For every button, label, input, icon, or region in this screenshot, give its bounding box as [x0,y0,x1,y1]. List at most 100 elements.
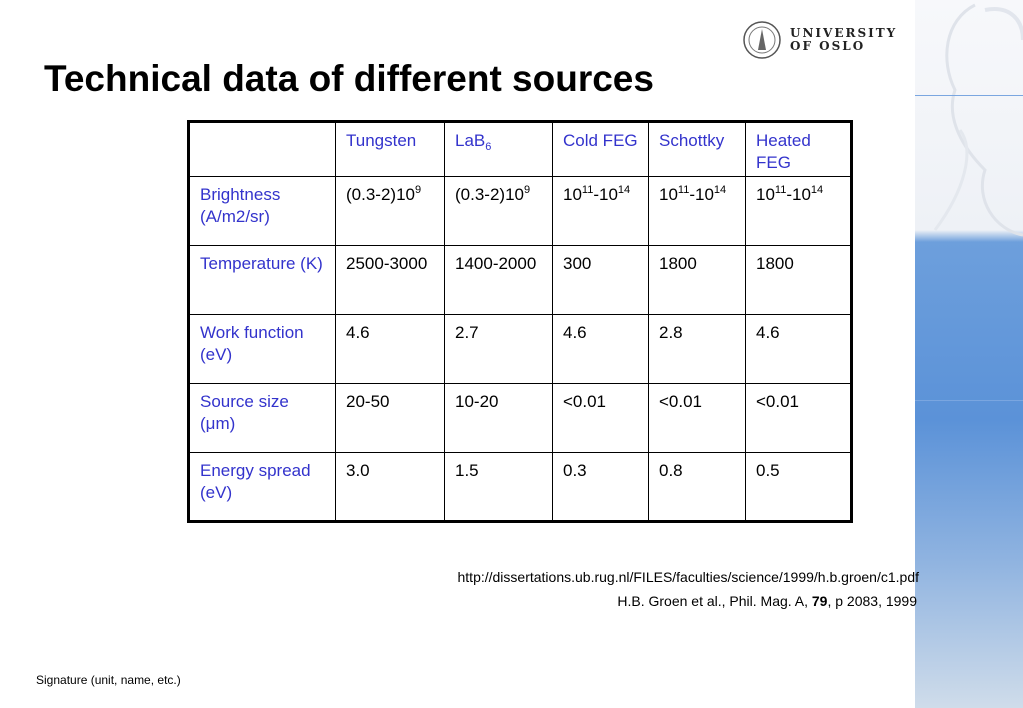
column-header: Tungsten [335,121,445,177]
cell-text: 1800 [659,254,697,273]
cell-text: 20-50 [346,392,390,411]
decorative-side-panel [915,0,1023,708]
table-cell: <0.01 [552,383,649,453]
cell-text: -10 [689,185,714,204]
table-cell: 2500-3000 [335,245,445,315]
table-cell: <0.01 [745,383,852,453]
cell-text: 1400-2000 [455,254,537,273]
cell-text: 2.8 [659,323,683,342]
table-cell: <0.01 [648,383,746,453]
cell-text: <0.01 [659,392,703,411]
table-cell: 0.5 [745,452,852,522]
cell-text: 10 [563,185,582,204]
row-header: Source size (μm) [188,383,336,453]
table-cell: 0.8 [648,452,746,522]
cell-text: 1800 [756,254,794,273]
page-title: Technical data of different sources [44,58,654,99]
cell-text: (0.3-2)10 [455,185,524,204]
sup-text: 11 [581,184,594,196]
table-cell: 2.8 [648,314,746,384]
column-header: Cold FEG [552,121,649,177]
table-cell: 1400-2000 [444,245,553,315]
cell-text: 10 [756,185,775,204]
table-header-row: Tungsten LaB6 Cold FEG Schottky Heated FEG [188,121,852,177]
sup-text: 14 [713,184,727,196]
cell-text: 3.0 [346,461,370,480]
sources-table: Tungsten LaB6 Cold FEG Schottky Heated FEG Br… [187,120,853,523]
table-cell: 1800 [745,245,852,315]
row-header: Temperature (K) [188,245,336,315]
table-cell: 1011-1014 [648,176,746,246]
table-row: Brightness (A/m2/sr) (0.3-2)109 (0.3-2)109… [188,176,852,246]
university-seal-icon [743,21,781,59]
cell-text: 0.5 [756,461,780,480]
cell-text: 2500-3000 [346,254,428,273]
logo-line-1: UNIVERSITY [790,26,898,40]
cell-text: LaB [455,131,486,150]
table-cell: 1.5 [444,452,553,522]
sup-text: 14 [810,184,824,196]
table-cell: 20-50 [335,383,445,453]
table-cell: 4.6 [552,314,649,384]
table-row: Temperature (K) 2500-3000 1400-2000 300 1800… [188,245,852,315]
cell-text: 1.5 [455,461,479,480]
reference-citation: H.B. Groen et al., Phil. Mag. A, 79, p 2… [617,593,917,609]
logo-line-2: OF OSLO [790,39,866,53]
cell-text: (0.3-2)10 [346,185,415,204]
citation-volume: 79 [811,593,828,609]
row-header: Work function (eV) [188,314,336,384]
cell-text: Heated FEG [756,131,811,172]
sup-text: 9 [414,184,422,196]
cell-text: 0.8 [659,461,683,480]
table-cell: 3.0 [335,452,445,522]
sup-text: 9 [523,184,531,196]
column-header: Schottky [648,121,746,177]
cell-text: 300 [563,254,592,273]
cell-text: 2.7 [455,323,479,342]
citation-prefix: H.B. Groen et al., Phil. Mag. A, [617,593,812,609]
column-header [188,121,336,177]
university-logo: UNIVERSITY OF OSLO [742,20,897,60]
row-header: Brightness (A/m2/sr) [188,176,336,246]
cell-text: -10 [786,185,811,204]
cell-text: Cold FEG [563,131,638,150]
table-row: Work function (eV) 4.6 2.7 4.6 2.8 4.6 [188,314,852,384]
reference-url[interactable]: http://dissertations.ub.rug.nl/FILES/fac… [457,569,920,585]
table-row: Energy spread (eV) 3.0 1.5 0.3 0.8 0.5 [188,452,852,522]
table-cell: 1800 [648,245,746,315]
divider-line [915,95,1023,96]
footer-signature: Signature (unit, name, etc.) [36,673,181,687]
table-cell: (0.3-2)109 [335,176,445,246]
table-cell: 10-20 [444,383,553,453]
cell-text: Schottky [659,131,725,150]
table-cell: 1011-1014 [552,176,649,246]
sub-text: 6 [485,141,492,153]
citation-suffix: , p 2083, 1999 [827,593,917,609]
table-cell: 2.7 [444,314,553,384]
cell-text: 4.6 [563,323,587,342]
cell-text: 10 [659,185,678,204]
cell-text: 0.3 [563,461,587,480]
table-cell: 1011-1014 [745,176,852,246]
column-header: LaB6 [444,121,553,177]
cell-text: 4.6 [756,323,780,342]
cell-text: -10 [593,185,618,204]
table-cell: 4.6 [335,314,445,384]
sup-text: 14 [617,184,631,196]
table-cell: (0.3-2)109 [444,176,553,246]
statue-head-illustration [933,3,1023,237]
cell-text: <0.01 [563,392,607,411]
column-header: Heated FEG [745,121,852,177]
cell-text: 10-20 [455,392,499,411]
cell-text: Tungsten [346,131,417,150]
cell-text: <0.01 [756,392,800,411]
row-header: Energy spread (eV) [188,452,336,522]
sup-text: 11 [677,184,690,196]
divider-line [915,400,1023,401]
sup-text: 11 [774,184,787,196]
table-cell: 4.6 [745,314,852,384]
cell-text: 4.6 [346,323,370,342]
table-cell: 300 [552,245,649,315]
table-cell: 0.3 [552,452,649,522]
table-row: Source size (μm) 20-50 10-20 <0.01 <0.01 <0.0… [188,383,852,453]
